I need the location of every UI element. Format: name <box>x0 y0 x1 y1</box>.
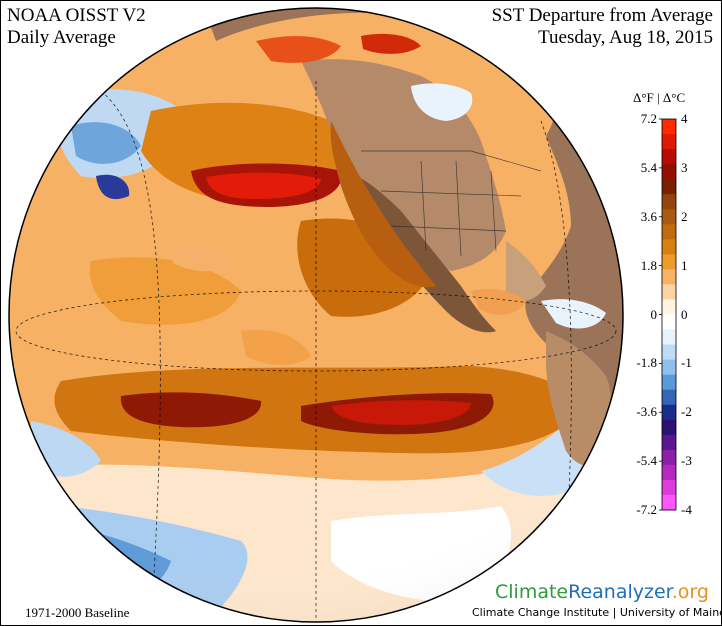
colorbar-swatch <box>662 224 676 240</box>
brand-part-3: .org <box>671 581 709 603</box>
tick-label-celsius: -3 <box>681 453 692 469</box>
colorbar-swatch <box>662 404 676 421</box>
tick-label-fahrenheit: 7.2 <box>640 111 657 126</box>
tick-label-fahrenheit: 1.8 <box>640 257 657 273</box>
tick-label-celsius: 2 <box>681 208 688 224</box>
tick-label-fahrenheit: 3.6 <box>640 208 657 224</box>
tick-label-celsius: -4 <box>681 502 692 517</box>
brand-part-1: Climate <box>495 581 569 603</box>
institution-credit: Climate Change Institute | University of… <box>472 606 722 619</box>
colorbar-swatch <box>662 164 676 180</box>
colorbar-swatch <box>662 149 676 165</box>
tick-label-celsius: 1 <box>681 257 688 273</box>
dataset-title: NOAA OISST V2 <box>7 5 146 26</box>
colorbar-swatch <box>662 494 676 511</box>
colorbar-swatch <box>662 239 676 255</box>
colorbar-swatch <box>662 419 676 436</box>
tick-label-fahrenheit: 0 <box>650 306 658 322</box>
colorbar-swatch <box>662 389 676 406</box>
colorbar-swatch <box>662 359 676 376</box>
tick-label-fahrenheit: -1.8 <box>636 355 657 371</box>
globe-outline <box>8 7 624 623</box>
colorbar-swatch <box>662 284 676 300</box>
colorbar-swatch <box>662 374 676 391</box>
colorbar-swatch <box>662 434 676 451</box>
colorbar-swatch <box>662 344 676 361</box>
colorbar-swatch <box>662 479 676 496</box>
baseline-note: 1971-2000 Baseline <box>25 605 130 620</box>
colorbar-swatch <box>662 179 676 195</box>
tick-label-fahrenheit: -7.2 <box>636 502 657 517</box>
tick-label-celsius: 3 <box>681 159 688 175</box>
tick-label-celsius: 0 <box>681 306 688 322</box>
colorbar-swatch <box>662 119 676 135</box>
tick-label-fahrenheit: -5.4 <box>636 453 657 469</box>
tick-label-celsius: -2 <box>681 404 692 420</box>
colorbar <box>659 118 677 511</box>
colorbar-swatch <box>662 254 676 270</box>
colorbar-swatch <box>662 314 676 331</box>
dataset-subtitle: Daily Average <box>7 27 116 48</box>
colorbar-swatch <box>662 134 676 150</box>
legend-header: Δ°F | Δ°C <box>633 90 686 105</box>
brand-logo[interactable]: ClimateReanalyzer.org <box>495 581 709 603</box>
tick-label-celsius: 4 <box>681 111 688 126</box>
map-title: SST Departure from Average <box>491 5 713 26</box>
colorbar-swatch <box>662 194 676 210</box>
tick-label-fahrenheit: -3.6 <box>636 404 657 420</box>
map-date: Tuesday, Aug 18, 2015 <box>538 27 713 48</box>
colorbar-swatch <box>662 269 676 285</box>
colorbar-swatch <box>662 299 676 315</box>
brand-part-2: Reanalyzer <box>568 581 672 603</box>
colorbar-swatch <box>662 329 676 346</box>
tick-label-fahrenheit: 5.4 <box>640 159 657 175</box>
colorbar-swatch <box>662 209 676 225</box>
tick-label-celsius: -1 <box>681 355 692 371</box>
colorbar-swatch <box>662 464 676 481</box>
colorbar-swatch <box>662 449 676 466</box>
